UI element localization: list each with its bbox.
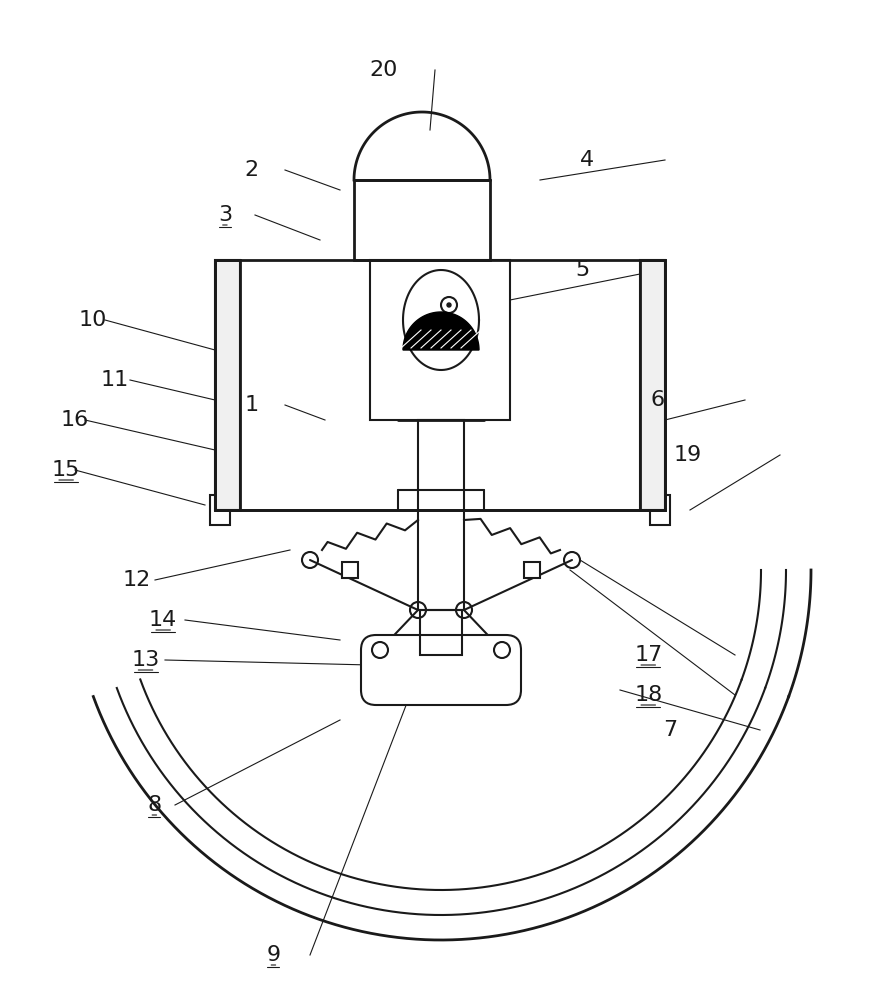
Text: 7: 7 — [663, 720, 677, 740]
Text: 6: 6 — [650, 390, 664, 410]
FancyBboxPatch shape — [361, 635, 521, 705]
Text: 8: 8 — [147, 795, 161, 815]
Text: 2: 2 — [244, 160, 258, 180]
Text: 3: 3 — [218, 205, 232, 225]
Text: 16: 16 — [61, 410, 89, 430]
Bar — [215, 260, 240, 510]
Text: 1: 1 — [244, 395, 258, 415]
Text: 14: 14 — [149, 610, 177, 630]
Text: 19: 19 — [674, 445, 702, 465]
Text: 4: 4 — [579, 150, 594, 170]
Bar — [210, 495, 230, 525]
Bar — [342, 562, 358, 578]
Bar — [418, 420, 464, 610]
Bar — [650, 495, 670, 525]
Text: 13: 13 — [131, 650, 160, 670]
Circle shape — [447, 303, 451, 307]
Bar — [640, 260, 665, 510]
Bar — [370, 260, 510, 420]
Text: 20: 20 — [370, 60, 398, 80]
Text: 12: 12 — [123, 570, 151, 590]
Text: 18: 18 — [634, 685, 662, 705]
Polygon shape — [403, 312, 479, 350]
Text: 15: 15 — [52, 460, 80, 480]
Text: 10: 10 — [78, 310, 107, 330]
Text: 11: 11 — [101, 370, 129, 390]
Bar — [524, 562, 540, 578]
Bar — [215, 260, 240, 510]
Text: 5: 5 — [575, 260, 589, 280]
Text: 17: 17 — [634, 645, 662, 665]
Bar — [354, 180, 490, 260]
Bar — [640, 260, 665, 510]
Bar — [215, 260, 665, 510]
Bar — [420, 610, 462, 655]
Text: 9: 9 — [266, 945, 280, 965]
